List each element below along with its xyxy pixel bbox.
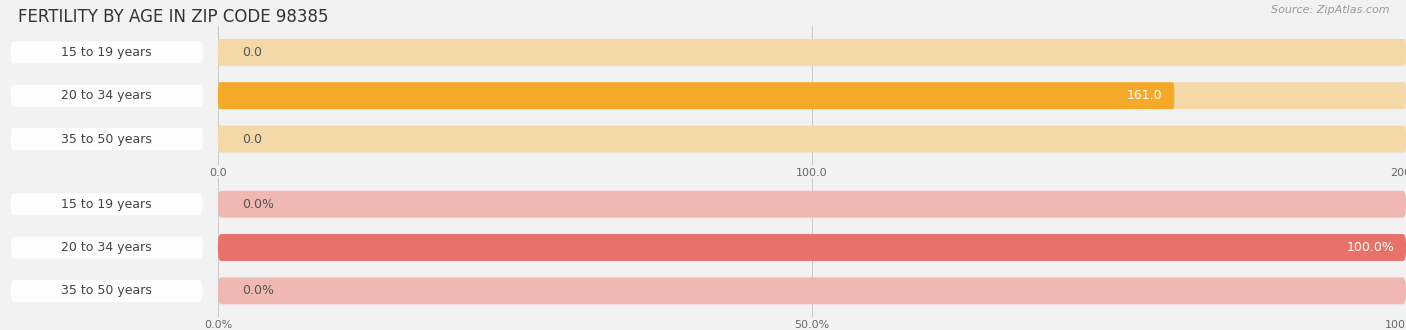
- Text: 20 to 34 years: 20 to 34 years: [62, 89, 152, 102]
- Text: 35 to 50 years: 35 to 50 years: [62, 133, 152, 146]
- FancyBboxPatch shape: [218, 39, 1406, 66]
- FancyBboxPatch shape: [11, 85, 202, 107]
- Text: 15 to 19 years: 15 to 19 years: [62, 46, 152, 59]
- FancyBboxPatch shape: [11, 237, 202, 258]
- FancyBboxPatch shape: [11, 41, 202, 63]
- Text: Source: ZipAtlas.com: Source: ZipAtlas.com: [1271, 5, 1389, 15]
- FancyBboxPatch shape: [218, 126, 1406, 152]
- FancyBboxPatch shape: [11, 280, 202, 302]
- Text: 100.0%: 100.0%: [1346, 241, 1395, 254]
- Text: 161.0: 161.0: [1126, 89, 1163, 102]
- FancyBboxPatch shape: [218, 82, 1174, 109]
- FancyBboxPatch shape: [11, 128, 202, 150]
- Text: 35 to 50 years: 35 to 50 years: [62, 284, 152, 297]
- Text: 20 to 34 years: 20 to 34 years: [62, 241, 152, 254]
- Text: 0.0%: 0.0%: [242, 198, 274, 211]
- FancyBboxPatch shape: [218, 191, 1406, 217]
- Text: 15 to 19 years: 15 to 19 years: [62, 198, 152, 211]
- FancyBboxPatch shape: [218, 278, 1406, 304]
- Text: FERTILITY BY AGE IN ZIP CODE 98385: FERTILITY BY AGE IN ZIP CODE 98385: [18, 8, 329, 26]
- FancyBboxPatch shape: [218, 82, 1406, 109]
- Text: 0.0: 0.0: [242, 46, 262, 59]
- Text: 0.0: 0.0: [242, 133, 262, 146]
- FancyBboxPatch shape: [218, 234, 1406, 261]
- Text: 0.0%: 0.0%: [242, 284, 274, 297]
- FancyBboxPatch shape: [218, 234, 1406, 261]
- FancyBboxPatch shape: [11, 193, 202, 215]
